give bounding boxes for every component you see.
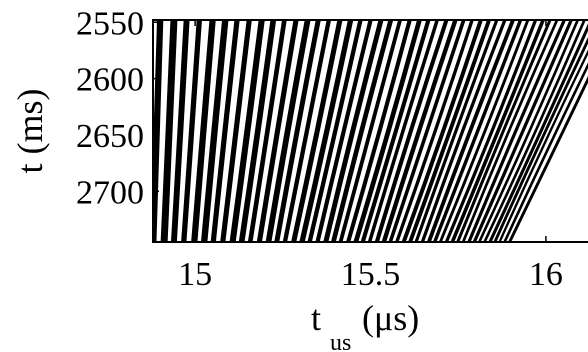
fringe-stripe bbox=[414, 20, 499, 242]
fringe-stripe bbox=[307, 20, 363, 242]
fringe-stripe bbox=[200, 20, 229, 242]
fringe-stripe bbox=[220, 20, 252, 242]
fringe-stripe bbox=[247, 20, 287, 242]
fringe-stripe bbox=[498, 49, 588, 242]
fringe-stripe bbox=[160, 20, 178, 242]
fringe-stripe bbox=[282, 20, 332, 242]
y-axis-label: t (ms) bbox=[10, 89, 50, 174]
fringe-stripe bbox=[472, 20, 574, 242]
x-tick-label: 16 bbox=[529, 256, 563, 293]
fringe-stripe bbox=[493, 36, 588, 242]
x-axis-label-unit: (μs) bbox=[362, 298, 419, 338]
y-tick-label: 2600 bbox=[76, 62, 144, 99]
fringe-stripe bbox=[170, 20, 190, 242]
fringe-stripe bbox=[374, 20, 449, 242]
fringe-stripe bbox=[408, 20, 492, 242]
x-tick-label: 15.5 bbox=[341, 256, 401, 293]
fringe-stripe bbox=[450, 20, 546, 242]
fringe-stripe bbox=[338, 20, 403, 242]
y-axis-ticks: 2550 2600 2650 2700 bbox=[76, 5, 159, 211]
fringe-stripe bbox=[461, 20, 559, 242]
fringe-stripe bbox=[181, 20, 202, 242]
fringe-stripe bbox=[395, 20, 474, 242]
fringe-stripe bbox=[346, 20, 412, 242]
fringe-stripe bbox=[353, 20, 422, 242]
fringe-stripe bbox=[367, 20, 440, 242]
fringe-stripe bbox=[238, 20, 277, 242]
fringe-stripe bbox=[503, 62, 588, 242]
x-axis-ticks: 15 15.5 16 bbox=[178, 20, 563, 293]
fringe-stripe bbox=[467, 20, 567, 242]
fringe-stripe bbox=[360, 20, 431, 242]
fringe-stripe bbox=[274, 20, 321, 242]
x-tick-label: 15 bbox=[178, 256, 212, 293]
fringe-stripe bbox=[210, 20, 240, 242]
fringe-stripe bbox=[323, 20, 384, 242]
fringe-stripe bbox=[191, 20, 216, 242]
fringe-stripe bbox=[381, 20, 458, 242]
fringe-stripe bbox=[229, 20, 265, 242]
plot-area bbox=[152, 19, 588, 243]
y-tick-label: 2700 bbox=[76, 174, 144, 211]
fringe-stripe bbox=[483, 20, 586, 242]
fringe-stripes bbox=[153, 20, 588, 242]
fringe-stripe bbox=[432, 20, 523, 242]
fringe-stripe bbox=[388, 20, 466, 242]
fringe-stripe bbox=[299, 20, 354, 242]
fringe-stripe bbox=[420, 20, 507, 242]
fringe-stripe bbox=[444, 20, 538, 242]
y-tick-label: 2650 bbox=[76, 118, 144, 155]
fringe-stripe bbox=[401, 20, 483, 242]
x-axis-label-main: t bbox=[311, 298, 321, 338]
plot-frame bbox=[152, 19, 588, 243]
x-axis-label-subscript: us bbox=[330, 330, 351, 352]
fringe-stripe bbox=[438, 20, 530, 242]
y-tick-label: 2550 bbox=[76, 5, 144, 42]
fringe-stripe bbox=[265, 20, 311, 242]
fringe-stripe bbox=[291, 20, 343, 242]
fringe-stripe bbox=[426, 20, 516, 242]
fringe-stripe bbox=[477, 20, 580, 242]
fringe-stripe bbox=[256, 20, 299, 242]
fringe-stripe bbox=[315, 20, 373, 242]
fringe-stripe bbox=[330, 20, 394, 242]
fringe-stripe bbox=[153, 20, 164, 242]
fringe-stripe bbox=[456, 20, 552, 242]
x-axis-label: t us (μs) bbox=[311, 298, 419, 352]
